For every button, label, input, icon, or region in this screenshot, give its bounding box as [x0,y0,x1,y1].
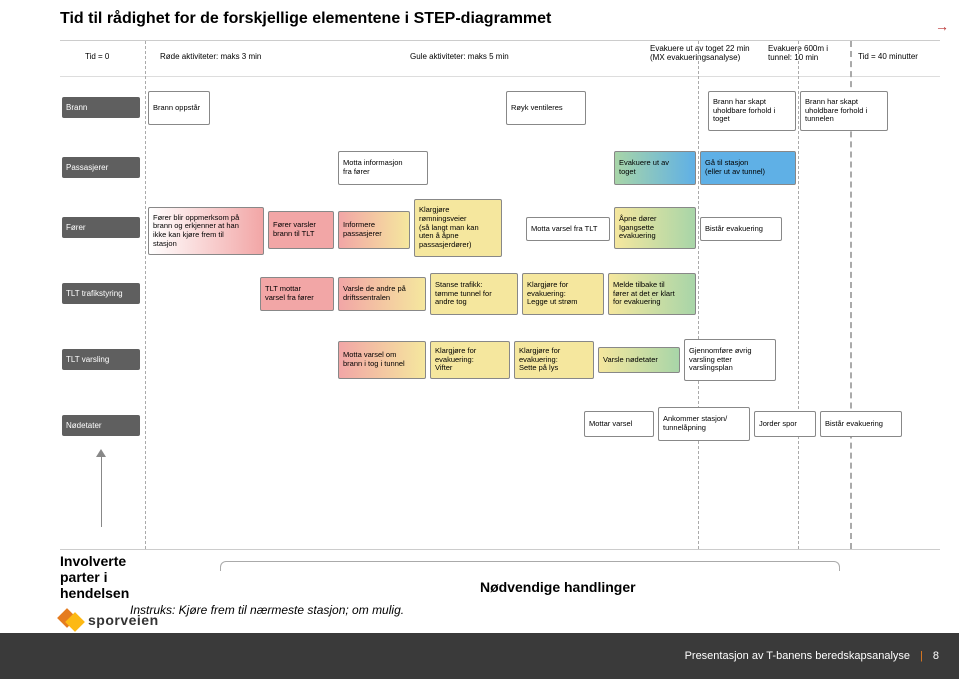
hdr-tid0: Tid = 0 [85,53,109,62]
label-nodvendige: Nødvendige handlinger [480,579,636,595]
arrow-involverte-line [101,457,102,527]
cell-melde-tilbake: Melde tilbake til fører at det er klart … [608,273,696,315]
dashline-tid0 [145,41,146,549]
page-title: Tid til rådighet for de forskjellige ele… [60,10,551,28]
cell-brann-toget: Brann har skapt uholdbare forhold i toge… [708,91,796,131]
sporveien-logo-text: sporveien [88,612,159,628]
cell-motta-varsel-tlt: Motta varsel fra TLT [526,217,610,241]
arrow-involverte-icon [96,449,106,457]
cell-klargjore-romning: Klargjøre rømningsveier (så langt man ka… [414,199,502,257]
diagram-header: Tid = 0 Røde aktiviteter: maks 3 min Gul… [60,41,940,77]
hdr-ev-tunnel: Evakuere 600m i tunnel: 10 min [768,45,843,63]
cell-evakuere-tog: Evakuere ut av toget [614,151,696,185]
hdr-ev-tog: Evakuere ut av toget 22 min (MX evakueri… [650,45,760,63]
hdr-gule: Gule aktiviteter: maks 5 min [410,53,509,62]
step-diagram: Tid = 0 Røde aktiviteter: maks 3 min Gul… [60,40,940,550]
cell-informere-pass: Informere passasjerer [338,211,410,249]
cell-varsle-andre: Varsle de andre på driftssentralen [338,277,426,311]
cell-jorder: Jorder spor [754,411,816,437]
cell-royk-vent: Røyk ventileres [506,91,586,125]
hdr-rode: Røde aktiviteter: maks 3 min [160,53,261,62]
cell-brann-oppstar: Brann oppstår [148,91,210,125]
row-forer: Fører [62,217,140,238]
dashline-2 [798,41,799,549]
footer-text: Presentasjon av T-banens beredskapsanaly… [685,650,910,662]
cell-tlt-mottar: TLT mottar varsel fra fører [260,277,334,311]
dashline-1 [698,41,699,549]
title-arrow-icon: → [935,18,949,34]
cell-varsle-nodetater: Varsle nødetater [598,347,680,373]
sporveien-logo-icon [60,609,82,631]
footer-bar: Presentasjon av T-banens beredskapsanaly… [0,633,959,679]
cell-motta-info: Motta informasjon fra fører [338,151,428,185]
footer-divider-icon: | [920,650,923,662]
cell-apne-dorer: Åpne dører Igangsette evakuering [614,207,696,249]
cell-forer-oppmerksom: Fører blir oppmerksom på brann og erkjen… [148,207,264,255]
row-brann: Brann [62,97,140,118]
cell-klargjore-lys: Klargjøre for evakuering: Sette på lys [514,341,594,379]
cell-ankommer: Ankommer stasjon/ tunnelåpning [658,407,750,441]
sporveien-logo: sporveien [60,609,159,631]
row-passasjerer: Passasjerer [62,157,140,178]
cell-gjennomfore: Gjennomføre øvrig varsling etter varslin… [684,339,776,381]
cell-brann-tunnelen: Brann har skapt uholdbare forhold i tunn… [800,91,888,131]
row-nodetater: Nødetater [62,415,140,436]
cell-ga-stasjon: Gå til stasjon (eller ut av tunnel) [700,151,796,185]
cell-bista-ev: Bistår evakuering [700,217,782,241]
row-tlt-varsling: TLT varsling [62,349,140,370]
cell-klargjore-vifter: Klargjøre for evakuering: Vifter [430,341,510,379]
row-tlt-trafik: TLT trafikstyring [62,283,140,304]
cell-motta-varsel-brann: Motta varsel om brann i tog i tunnel [338,341,426,379]
cell-forer-varsler: Fører varsler brann til TLT [268,211,334,249]
cell-mottar-varsel: Mottar varsel [584,411,654,437]
label-instruks: Instruks: Kjøre frem til nærmeste stasjo… [130,603,939,617]
hdr-tid40: Tid = 40 minutter [858,53,918,62]
footer-page: 8 [933,650,939,662]
cell-bista-ev2: Bistår evakuering [820,411,902,437]
cell-stanse-trafikk: Stanse trafikk: tømme tunnel for andre t… [430,273,518,315]
cell-klargjore-ev: Klargjøre for evakuering: Legge ut strøm [522,273,604,315]
